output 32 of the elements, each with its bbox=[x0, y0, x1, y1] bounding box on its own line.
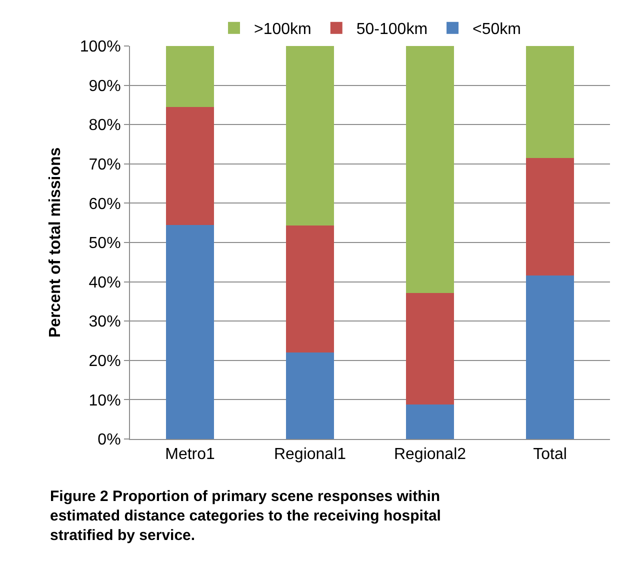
bar bbox=[526, 46, 574, 158]
bar bbox=[166, 224, 214, 439]
y-axis-title: Percent of total missions bbox=[46, 147, 64, 338]
y-tick-label: 50% bbox=[88, 235, 121, 252]
y-tick-label: 40% bbox=[88, 274, 121, 292]
y-tick-label: 10% bbox=[88, 392, 121, 410]
legend-label: 50-100km bbox=[356, 21, 428, 38]
x-tick-label: Regional1 bbox=[274, 446, 346, 464]
x-tick-label: Regional2 bbox=[394, 446, 466, 464]
caption: Figure 2 Proportion of primary scene responses within estimated distance categories to the receiving hospital stratified by service. bbox=[50, 488, 441, 544]
y-tick-label: 0% bbox=[98, 432, 121, 449]
y-tick-label: 30% bbox=[88, 314, 121, 331]
bar bbox=[406, 292, 454, 404]
x-tick-label: Total bbox=[533, 446, 567, 464]
bar bbox=[406, 46, 454, 293]
y-tick-label: 80% bbox=[88, 117, 121, 134]
y-tick-label: 100% bbox=[80, 38, 121, 56]
bar bbox=[526, 276, 574, 439]
y-tick-label: 20% bbox=[88, 353, 121, 370]
bar bbox=[286, 352, 334, 439]
legend-label: <50km bbox=[472, 21, 521, 38]
bar bbox=[166, 46, 214, 107]
x-tick-label: Metro1 bbox=[165, 446, 215, 464]
bar bbox=[166, 106, 214, 225]
bar bbox=[526, 158, 574, 276]
bar bbox=[286, 46, 334, 226]
legend-label: >100km bbox=[254, 21, 312, 38]
y-tick-label: 90% bbox=[88, 78, 121, 95]
y-tick-label: 70% bbox=[88, 156, 121, 174]
bar bbox=[286, 226, 334, 353]
bar bbox=[406, 404, 454, 439]
y-tick-label: 60% bbox=[88, 196, 121, 213]
